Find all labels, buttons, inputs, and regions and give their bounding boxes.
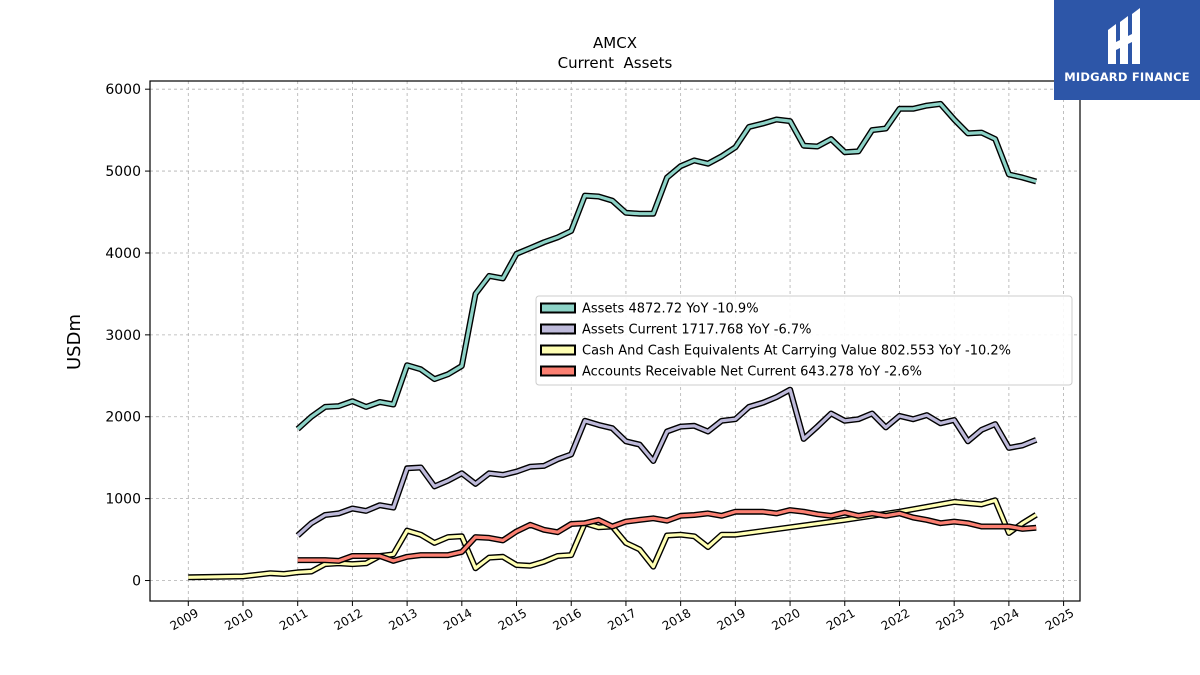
x-tick-label: 2009 [168, 606, 201, 633]
x-tick-label: 2020 [769, 606, 802, 633]
x-tick-label: 2022 [879, 606, 912, 633]
legend-entry: Assets 4872.72 YoY -10.9% [582, 302, 759, 317]
x-tick-label: 2010 [222, 606, 255, 633]
legend-swatch [540, 365, 576, 377]
y-tick-label: 4000 [105, 246, 141, 262]
legend-entry: Accounts Receivable Net Current 643.278 … [582, 365, 922, 380]
series-line [296, 102, 1037, 431]
x-tick-label: 2017 [605, 606, 638, 633]
x-tick-label: 2014 [441, 606, 474, 633]
x-tick-label: 2023 [933, 606, 966, 633]
series-outline [295, 386, 1038, 538]
x-tick-label: 2012 [332, 606, 365, 633]
legend-entry: Assets Current 1717.768 YoY -6.7% [582, 323, 812, 338]
y-axis-label: USDm [64, 314, 85, 370]
series-lines [188, 100, 1038, 581]
y-tick-label: 0 [132, 574, 141, 590]
y-tick-label: 3000 [105, 328, 141, 344]
series-outline [188, 497, 1038, 581]
x-tick-label: 2011 [277, 606, 310, 633]
chart-title: AMCX [593, 34, 637, 52]
series-line [296, 388, 1037, 537]
x-tick-label: 2015 [496, 606, 529, 633]
midgard-logo-icon [1108, 8, 1140, 64]
legend-swatch [540, 302, 576, 314]
x-tick-label: 2019 [715, 606, 748, 633]
x-tick-label: 2018 [660, 606, 693, 633]
x-tick-label: 2025 [1043, 606, 1076, 633]
series-line [188, 498, 1038, 579]
x-tick-label: 2013 [386, 606, 419, 633]
brand-name: MIDGARD FINANCE [1064, 70, 1190, 84]
chart-subtitle: Current Assets [558, 54, 673, 72]
y-tick-label: 2000 [105, 410, 141, 426]
x-tick-label: 2021 [824, 606, 857, 633]
legend-swatch [540, 323, 576, 335]
y-tick-label: 1000 [105, 492, 141, 508]
x-tick-label: 2016 [551, 606, 584, 633]
x-tick-label: 2024 [988, 606, 1021, 633]
legend-entry: Cash And Cash Equivalents At Carrying Va… [582, 344, 1011, 359]
y-tick-label: 5000 [105, 164, 141, 180]
legend-swatch [540, 344, 576, 356]
brand-logo: MIDGARD FINANCE [1054, 0, 1200, 100]
legend: Assets 4872.72 YoY -10.9% Assets Current … [535, 295, 1073, 386]
plot-frame [149, 80, 1081, 602]
legend-box [535, 295, 1073, 386]
series-line [297, 508, 1037, 563]
y-tick-label: 6000 [105, 82, 141, 98]
